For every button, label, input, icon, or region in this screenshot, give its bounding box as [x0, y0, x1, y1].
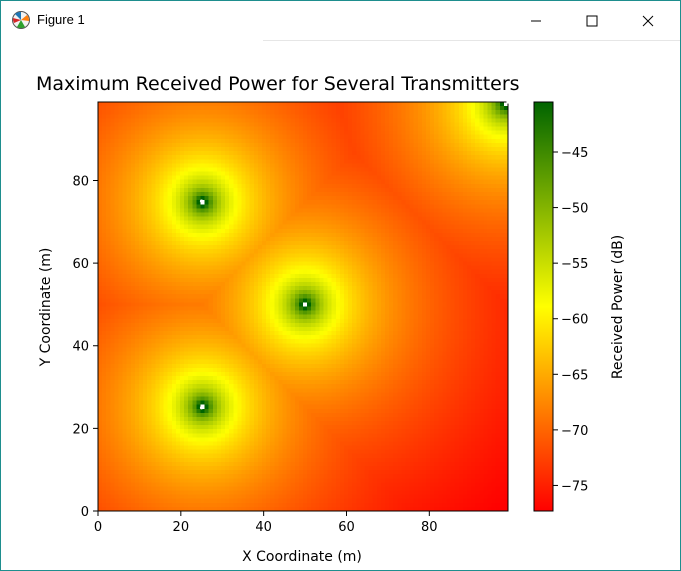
transmitter-point — [199, 199, 204, 203]
x-tick-label: 40 — [255, 520, 272, 535]
y-tick-label: 20 — [72, 422, 89, 437]
x-axis: 0 20 40 60 80 — [94, 511, 438, 535]
transmitter-point — [303, 302, 307, 307]
y-tick-label: 40 — [72, 340, 89, 355]
minimize-button[interactable] — [513, 1, 559, 40]
transmitter-point — [199, 406, 204, 410]
maximize-button[interactable] — [569, 1, 615, 40]
y-tick-label: 0 — [81, 505, 89, 520]
colorbar-label: Received Power (dB) — [610, 235, 626, 379]
transmitter-point — [506, 100, 510, 104]
title-bar[interactable]: Figure 1 — [1, 1, 680, 40]
colorbar-tick-label: −50 — [561, 202, 588, 217]
heatmap-image — [98, 102, 508, 511]
colorbar-tick-label: −70 — [561, 424, 588, 439]
colorbar-axis: −45 −50 −55 −60 −65 −70 −75 — [553, 146, 588, 494]
colorbar-tick-label: −75 — [561, 479, 588, 494]
colorbar — [533, 101, 554, 512]
heatmap-image-frame — [98, 102, 508, 511]
y-tick-label: 80 — [72, 174, 89, 189]
x-tick-label: 20 — [173, 520, 190, 535]
x-tick-label: 0 — [94, 520, 102, 535]
colorbar-tick-label: −60 — [561, 313, 588, 328]
y-axis-label: Y Coordinate (m) — [38, 248, 54, 368]
colorbar-tick-label: −55 — [561, 257, 588, 272]
colorbar-tick-label: −65 — [561, 368, 588, 383]
matplotlib-icon — [12, 11, 30, 29]
y-axis: 0 20 40 60 80 — [72, 174, 98, 520]
separator — [263, 40, 680, 41]
colorbar-tick-label: −45 — [561, 146, 588, 161]
minimize-icon — [531, 20, 541, 21]
y-tick-label: 60 — [72, 257, 89, 272]
maximize-icon — [586, 15, 598, 26]
plot-frame — [97, 101, 509, 512]
close-button[interactable] — [625, 1, 671, 40]
close-icon — [642, 15, 654, 26]
x-tick-label: 60 — [338, 520, 355, 535]
x-tick-label: 80 — [421, 520, 438, 535]
x-axis-label: X Coordinate (m) — [242, 549, 362, 565]
window-title: Figure 1 — [37, 12, 85, 27]
chart-title: Maximum Received Power for Several Trans… — [36, 73, 520, 95]
